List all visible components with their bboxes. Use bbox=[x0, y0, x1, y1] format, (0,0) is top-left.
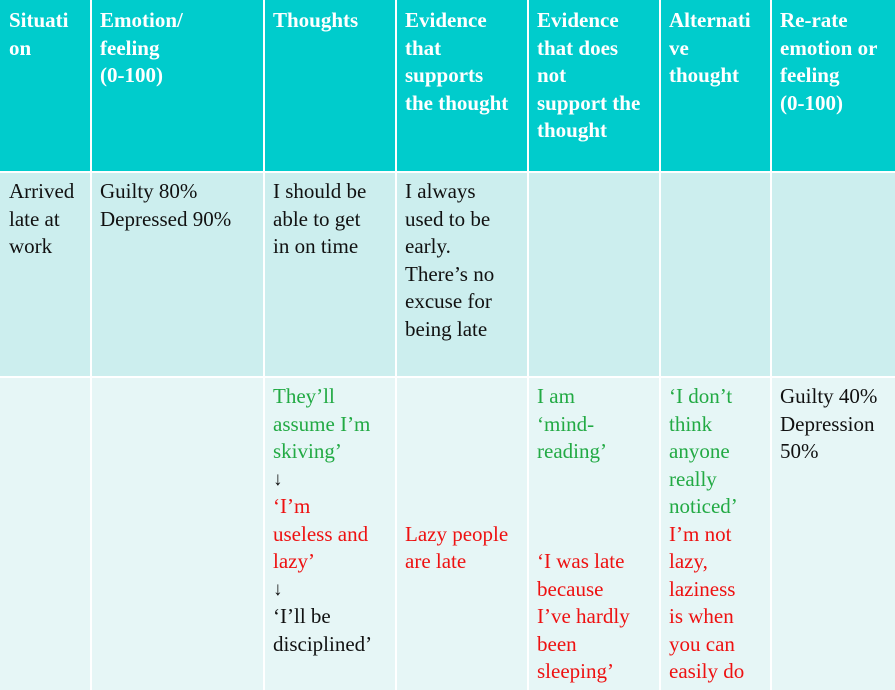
down-arrow-icon: ↓ bbox=[273, 578, 283, 600]
header-evidence-for: Evidence that supports the thought bbox=[396, 0, 528, 172]
cell-evidence-for: I always used to be early. There’s no ex… bbox=[396, 172, 528, 377]
cell-situation: Arrived late at work bbox=[0, 172, 91, 377]
header-label: Re-rate emotion or feeling (0-100) bbox=[780, 8, 878, 115]
header-label: Situati on bbox=[9, 8, 69, 60]
cell-text: Lazy people are late bbox=[405, 521, 509, 574]
header-thoughts: Thoughts bbox=[264, 0, 396, 172]
column-divider bbox=[659, 0, 661, 690]
cell-evidence-against: I am ‘mind- reading’ ‘I was late because… bbox=[528, 377, 660, 690]
cell-evidence-for: Lazy people are late bbox=[396, 377, 528, 690]
cell-text: They’ll assume I’m skiving’ bbox=[273, 384, 371, 463]
cell-emotion: Guilty 80% Depressed 90% bbox=[91, 172, 264, 377]
cell-rerate: Guilty 40% Depression 50% bbox=[771, 377, 895, 690]
cell-text: ‘I was late because I’ve hardly been sle… bbox=[537, 549, 630, 683]
cell-text: Guilty 40% Depression 50% bbox=[780, 384, 878, 463]
header-alternative-thought: Alternati ve thought bbox=[660, 0, 771, 172]
header-situation: Situati on bbox=[0, 0, 91, 172]
cell-evidence-against bbox=[528, 172, 660, 377]
cell-situation bbox=[0, 377, 91, 690]
cell-text: ‘I don’t think anyone really noticed’ bbox=[669, 384, 738, 518]
header-label: Evidence that does not support the thoug… bbox=[537, 8, 641, 142]
cell-thoughts: I should be able to get in on time bbox=[264, 172, 396, 377]
cell-rerate bbox=[771, 172, 895, 377]
cell-text: Guilty 80% Depressed 90% bbox=[100, 179, 232, 231]
cell-alternative-thought: ‘I don’t think anyone really noticed’ I’m… bbox=[660, 377, 771, 690]
table-row: Arrived late at work Guilty 80% Depressed… bbox=[0, 172, 895, 377]
header-label: Thoughts bbox=[273, 8, 359, 32]
cell-thoughts: They’ll assume I’m skiving’ ↓ ‘I’m useless… bbox=[264, 377, 396, 690]
cell-text bbox=[405, 383, 520, 521]
cell-alternative-thought bbox=[660, 172, 771, 377]
cell-text bbox=[537, 466, 652, 549]
cell-text: I should be able to get in on time bbox=[273, 179, 367, 258]
row-divider bbox=[0, 376, 895, 378]
down-arrow-icon: ↓ bbox=[273, 468, 283, 490]
header-label: Evidence that supports the thought bbox=[405, 8, 509, 115]
cell-text: ‘I’m useless and lazy’ bbox=[273, 494, 369, 573]
column-divider bbox=[395, 0, 397, 690]
column-divider bbox=[263, 0, 265, 690]
header-row: Situati on Emotion/ feeling (0-100) Though… bbox=[0, 0, 895, 172]
header-label: Emotion/ feeling (0-100) bbox=[100, 8, 183, 87]
header-label: Alternati ve thought bbox=[669, 8, 751, 87]
table-row: They’ll assume I’m skiving’ ↓ ‘I’m useless… bbox=[0, 377, 895, 690]
cell-text: Arrived late at work bbox=[9, 179, 75, 258]
cell-text: ‘I’ll be disciplined’ bbox=[273, 604, 373, 656]
cell-text: I am ‘mind- reading’ bbox=[537, 384, 607, 463]
cell-text: I always used to be early. There’s no ex… bbox=[405, 179, 495, 341]
column-divider bbox=[770, 0, 772, 690]
row-divider bbox=[0, 171, 895, 173]
column-divider bbox=[527, 0, 529, 690]
column-divider bbox=[90, 0, 92, 690]
header-rerate: Re-rate emotion or feeling (0-100) bbox=[771, 0, 895, 172]
header-evidence-against: Evidence that does not support the thoug… bbox=[528, 0, 660, 172]
cell-text: I’m not lazy, laziness is when you can e… bbox=[669, 521, 745, 684]
header-emotion: Emotion/ feeling (0-100) bbox=[91, 0, 264, 172]
cell-emotion bbox=[91, 377, 264, 690]
